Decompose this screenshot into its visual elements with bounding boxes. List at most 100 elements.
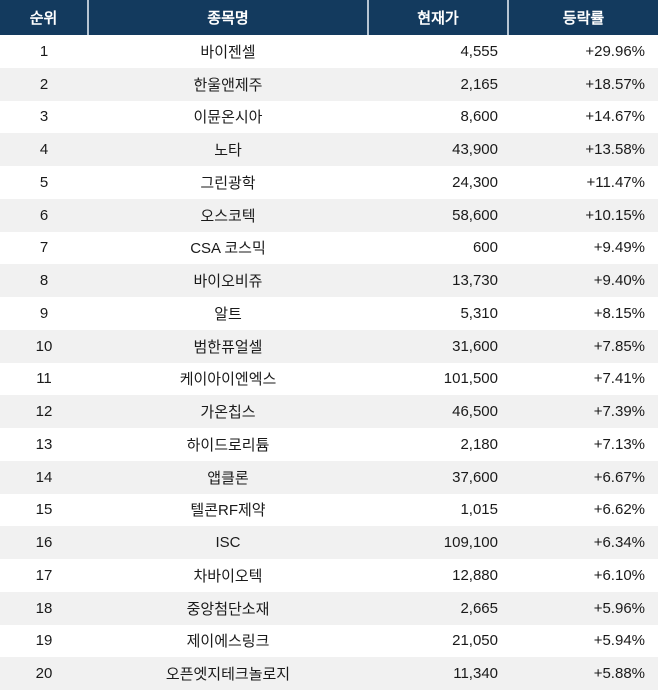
price-cell: 46,500 <box>452 403 498 421</box>
rank-cell: 17 <box>35 566 53 584</box>
table-row: 8 바이오비쥬 13,730 +9.40% <box>0 264 658 297</box>
change-cell: +10.15% <box>585 206 645 224</box>
change-cell: +7.13% <box>593 435 645 453</box>
rank-cell: 3 <box>39 108 49 126</box>
price-cell: 12,880 <box>452 566 498 584</box>
table-row: 12 가온칩스 46,500 +7.39% <box>0 395 658 428</box>
table-row: 11 케이아이엔엑스 101,500 +7.41% <box>0 362 658 396</box>
change-cell: +5.94% <box>593 632 645 650</box>
rank-cell: 1 <box>39 42 49 60</box>
rank-cell: 10 <box>35 337 53 355</box>
table-row: 20 오픈엣지테크놀로지 11,340 +5.88% <box>0 657 658 690</box>
stock-name-cell: 하이드로리튬 <box>186 436 270 454</box>
stock-name-cell: 이뮨온시아 <box>193 109 263 127</box>
price-cell: 11,340 <box>453 665 498 683</box>
rank-cell: 11 <box>36 370 52 388</box>
price-cell: 2,180 <box>460 435 498 453</box>
price-cell: 2,165 <box>460 75 498 93</box>
price-cell: 24,300 <box>452 173 498 191</box>
table-row: 14 앱클론 37,600 +6.67% <box>0 460 658 494</box>
rank-cell: 6 <box>39 206 49 224</box>
table-row: 6 오스코텍 58,600 +10.15% <box>0 198 658 232</box>
change-cell: +7.41% <box>593 370 645 388</box>
change-cell: +8.15% <box>593 304 645 322</box>
price-cell: 5,310 <box>460 304 498 322</box>
price-cell: 101,500 <box>443 370 498 388</box>
change-cell: +6.67% <box>593 468 645 486</box>
table-row: 19 제이에스링크 21,050 +5.94% <box>0 624 658 658</box>
stock-name-cell: 텔콘RF제약 <box>190 502 266 520</box>
stock-name-cell: 알트 <box>214 305 242 323</box>
stock-name-cell: 제이에스링크 <box>186 633 270 651</box>
table-row: 2 한울앤제주 2,165 +18.57% <box>0 67 658 101</box>
price-cell: 21,050 <box>452 632 498 650</box>
change-cell: +6.62% <box>593 501 645 519</box>
rank-cell: 14 <box>35 468 53 486</box>
change-cell: +6.34% <box>593 534 645 552</box>
stock-name-cell: ISC <box>215 534 241 552</box>
rank-cell: 16 <box>35 534 53 552</box>
column-header-name: 종목명 <box>88 0 369 35</box>
table-row: 13 하이드로리튬 2,180 +7.13% <box>0 428 658 461</box>
table-row: 10 범한퓨얼셀 31,600 +7.85% <box>0 329 658 363</box>
column-header-rank: 순위 <box>0 0 89 35</box>
rank-cell: 2 <box>39 75 49 93</box>
stock-name-cell: 가온칩스 <box>200 404 256 422</box>
change-cell: +11.47% <box>586 173 645 191</box>
change-cell: +14.67% <box>585 108 645 126</box>
change-cell: +5.96% <box>593 599 645 617</box>
stock-name-cell: 한울앤제주 <box>193 76 263 94</box>
table-row: 9 알트 5,310 +8.15% <box>0 297 658 330</box>
change-cell: +29.96% <box>585 42 645 60</box>
stock-name-cell: CSA 코스믹 <box>190 240 266 258</box>
rank-cell: 8 <box>39 272 49 290</box>
rank-cell: 5 <box>39 173 49 191</box>
change-cell: +6.10% <box>593 566 645 584</box>
rank-cell: 12 <box>35 403 53 421</box>
table-row: 16 ISC 109,100 +6.34% <box>0 526 658 559</box>
table-row: 7 CSA 코스믹 600 +9.49% <box>0 231 658 265</box>
price-cell: 8,600 <box>460 108 498 126</box>
table-header-row: 순위 종목명 현재가 등락률 <box>0 0 658 35</box>
rank-cell: 19 <box>35 632 53 650</box>
change-cell: +7.39% <box>593 403 645 421</box>
stock-name-cell: 바이오비쥬 <box>193 273 263 291</box>
change-cell: +7.85% <box>593 337 645 355</box>
stock-name-cell: 바이젠셀 <box>200 43 256 61</box>
price-cell: 4,555 <box>460 42 498 60</box>
stock-name-cell: 그린광학 <box>200 174 256 192</box>
price-cell: 13,730 <box>452 272 498 290</box>
price-cell: 31,600 <box>452 337 498 355</box>
stock-name-cell: 케이아이엔엑스 <box>179 371 277 389</box>
stock-name-cell: 오스코텍 <box>200 207 256 225</box>
rank-cell: 15 <box>35 501 53 519</box>
price-cell: 37,600 <box>452 468 498 486</box>
table-row: 4 노타 43,900 +13.58% <box>0 133 658 166</box>
change-cell: +9.40% <box>593 272 645 290</box>
table-row: 17 차바이오텍 12,880 +6.10% <box>0 559 658 592</box>
rank-cell: 4 <box>39 141 49 159</box>
change-cell: +13.58% <box>585 141 645 159</box>
stock-name-cell: 노타 <box>214 142 242 160</box>
table-row: 15 텔콘RF제약 1,015 +6.62% <box>0 493 658 527</box>
price-cell: 1,015 <box>460 501 498 519</box>
stock-name-cell: 오픈엣지테크놀로지 <box>165 666 291 684</box>
price-cell: 600 <box>472 239 498 257</box>
price-cell: 109,100 <box>443 534 498 552</box>
rank-cell: 7 <box>39 239 49 257</box>
stock-name-cell: 차바이오텍 <box>193 567 263 585</box>
change-cell: +5.88% <box>593 665 645 683</box>
rank-cell: 18 <box>35 599 53 617</box>
column-header-change: 등락률 <box>508 0 658 35</box>
rank-cell: 20 <box>35 665 53 683</box>
stock-name-cell: 중앙첨단소재 <box>186 600 270 618</box>
rank-cell: 9 <box>39 304 49 322</box>
column-header-price: 현재가 <box>368 0 509 35</box>
table-row: 5 그린광학 24,300 +11.47% <box>0 166 658 199</box>
price-cell: 2,665 <box>460 599 498 617</box>
rank-cell: 13 <box>35 435 53 453</box>
table-row: 1 바이젠셀 4,555 +29.96% <box>0 35 658 68</box>
price-cell: 58,600 <box>452 206 498 224</box>
price-cell: 43,900 <box>452 141 498 159</box>
